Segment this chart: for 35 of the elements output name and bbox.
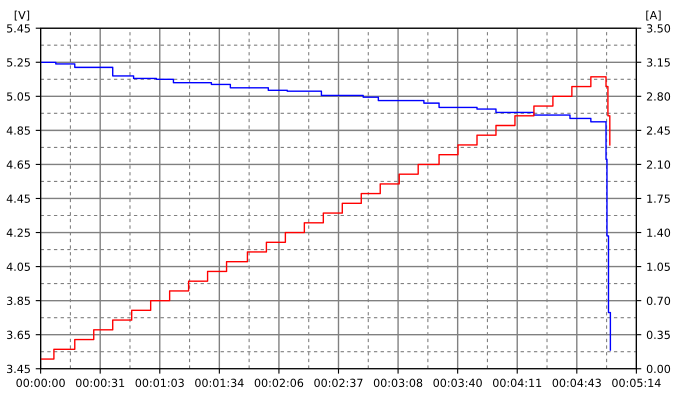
- y-tick-label: 5.45: [7, 24, 30, 33]
- y2-tick-label: 2.80: [646, 92, 670, 101]
- x-tick-label: 00:04:11: [493, 378, 542, 388]
- y-tick-label: 4.65: [6, 160, 30, 169]
- y-tick-label: 3.45: [7, 364, 30, 374]
- y2-tick-label: 0.35: [646, 330, 670, 340]
- x-tick-label: 00:01:34: [195, 378, 244, 388]
- y-tick-label: 3.65: [7, 330, 30, 340]
- x-tick-label: 00:03:08: [374, 378, 422, 388]
- x-tick-label: 00:02:37: [314, 378, 362, 388]
- y-axis-title: [V]: [14, 10, 30, 21]
- y2-tick-label: 2.10: [646, 160, 670, 169]
- x-tick-label: 00:04:43: [552, 378, 601, 388]
- y-tick-label: 4.05: [6, 262, 30, 271]
- y2-tick-label: 0.70: [646, 296, 670, 306]
- y2-tick-label: 2.45: [646, 126, 670, 135]
- y-tick-label: 3.85: [7, 296, 30, 306]
- x-tick-label: 00:02:06: [254, 378, 304, 388]
- y2-axis-title: [A]: [646, 10, 661, 21]
- x-tick-label: 00:00:00: [16, 378, 65, 388]
- x-tick-label: 00:00:31: [76, 378, 124, 388]
- y-tick-label: 4.45: [6, 194, 30, 203]
- x-tick-label: 00:01:03: [136, 378, 184, 388]
- y2-tick-label: 1.05: [647, 262, 670, 271]
- y2-tick-label: 1.75: [647, 194, 670, 203]
- y2-tick-label: 3.50: [646, 24, 670, 33]
- y-tick-label: 4.85: [6, 126, 30, 135]
- x-tick-label: 00:03:40: [433, 378, 482, 388]
- y-tick-label: 4.25: [6, 228, 30, 237]
- y2-tick-label: 3.15: [646, 58, 670, 67]
- y2-tick-label: 1.40: [647, 228, 670, 237]
- y2-tick-label: 0.00: [646, 364, 670, 374]
- y-tick-label: 5.25: [7, 58, 30, 67]
- x-tick-label: 00:05:14: [612, 378, 661, 388]
- y-tick-label: 5.05: [7, 92, 30, 101]
